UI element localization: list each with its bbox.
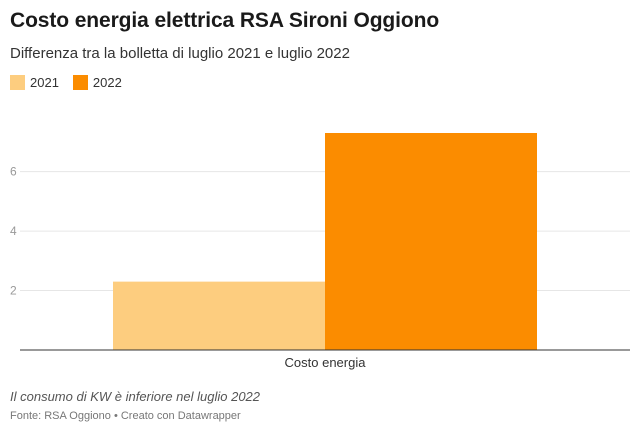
chart-title: Costo energia elettrica RSA Sironi Oggio… bbox=[10, 9, 440, 32]
chart-note: Il consumo di KW è inferiore nel luglio … bbox=[10, 389, 261, 404]
legend-swatch-2021 bbox=[10, 75, 25, 90]
x-tick-label-0: Costo energia bbox=[285, 355, 367, 370]
y-tick-label-6: 6 bbox=[10, 165, 17, 179]
legend-item-2021: 2021 bbox=[10, 75, 59, 90]
legend-label-2022: 2022 bbox=[92, 75, 122, 90]
y-tick-label-4: 4 bbox=[10, 224, 17, 238]
y-tick-label-2: 2 bbox=[10, 284, 17, 298]
legend-label-2021: 2021 bbox=[30, 75, 59, 90]
legend-swatch-2022 bbox=[72, 75, 88, 90]
chart-subtitle: Differenza tra la bolletta di luglio 202… bbox=[10, 45, 350, 62]
chart-legend: 2021 2022 bbox=[10, 75, 136, 90]
bar-chart: 2 4 6 Costo energia bbox=[10, 133, 630, 370]
bar-2022-0 bbox=[325, 133, 537, 350]
legend-item-2022: 2022 bbox=[72, 75, 122, 90]
bar-2021-0 bbox=[113, 281, 325, 350]
chart-source: Fonte: RSA Oggiono • Creato con Datawrap… bbox=[10, 410, 241, 422]
